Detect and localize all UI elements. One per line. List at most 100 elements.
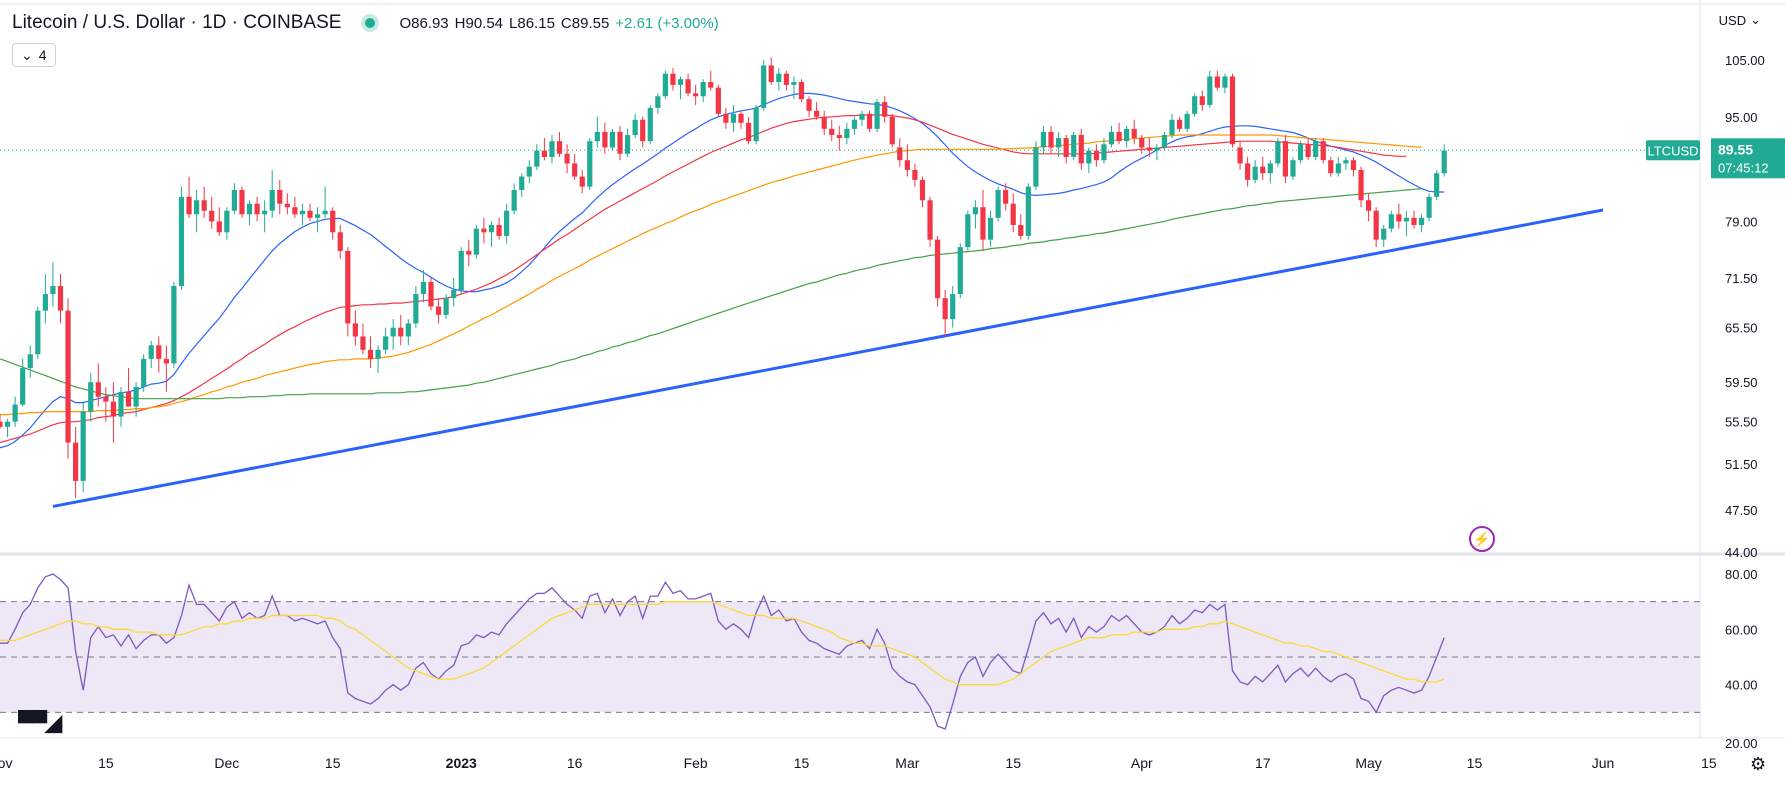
candle-body (118, 391, 124, 417)
candle-body (390, 327, 396, 337)
candle (564, 144, 570, 174)
candle-body (4, 421, 11, 427)
candle (20, 358, 26, 407)
candle-body (1025, 186, 1031, 236)
candle (42, 274, 48, 324)
candle (458, 247, 464, 295)
candle-body (647, 107, 653, 142)
rsi-tick-label: 80.00 (1725, 567, 1758, 582)
candle (193, 189, 200, 233)
candle-body (27, 354, 33, 369)
tradingview-logo-icon[interactable]: ▀▀◢ (18, 710, 62, 735)
moving-average-line (0, 92, 1445, 449)
candle-body (1108, 131, 1115, 145)
candle (186, 176, 192, 218)
candle (1169, 113, 1175, 139)
candle-body (428, 281, 434, 307)
candle (57, 274, 64, 324)
main-pane (0, 57, 1700, 508)
candle (269, 169, 275, 218)
candle-body (0, 421, 3, 427)
indicator-count: 4 (38, 47, 47, 63)
moving-average-line (0, 188, 1422, 400)
candle (693, 84, 699, 105)
candle-body (42, 294, 48, 311)
candle (526, 160, 532, 184)
candle (1297, 141, 1304, 164)
candle-body (519, 176, 525, 190)
price-tick-label: 65.50 (1725, 321, 1758, 336)
candle-body (1403, 217, 1410, 222)
close-value: C89.55 (560, 14, 610, 32)
candle-body (224, 210, 230, 233)
indicators-toggle[interactable]: ⌄ 4 (12, 43, 56, 67)
candle (103, 387, 109, 422)
candle-body (617, 131, 623, 154)
candle-body (541, 150, 548, 157)
candle-body (798, 82, 805, 100)
symbol-tag-label: LTCUSD (1647, 143, 1698, 158)
candle-body (972, 207, 979, 215)
candle-body (1441, 150, 1447, 174)
candle-body (995, 189, 1001, 218)
ohlc-readout: O86.93 H90.54 L86.15 C89.55 +2.61 (+3.00… (399, 15, 718, 32)
candle-body (829, 128, 835, 135)
candle (1229, 73, 1236, 148)
candle (1290, 156, 1296, 180)
candle (572, 153, 578, 180)
candle-body (1086, 150, 1092, 164)
candle (231, 183, 238, 215)
candle-body (556, 141, 563, 154)
candle (549, 134, 555, 164)
candle (488, 221, 495, 248)
candle (798, 79, 805, 103)
candle (428, 277, 434, 311)
candle-body (375, 349, 381, 359)
gear-icon[interactable]: ⚙ (1750, 754, 1766, 774)
candle-body (761, 65, 767, 108)
candle-body (322, 210, 328, 215)
candle (360, 323, 366, 355)
candle (889, 113, 895, 148)
candle (1199, 90, 1205, 111)
candle-body (1237, 147, 1243, 164)
candle-body (602, 131, 608, 148)
candle (451, 277, 457, 307)
candle-body (246, 203, 253, 215)
candle (768, 57, 774, 85)
candle (277, 179, 283, 215)
price-tick-label: 71.50 (1725, 271, 1758, 286)
candle-body (715, 87, 721, 114)
candle-body (624, 134, 631, 154)
candle-body (35, 310, 41, 355)
candle (708, 70, 714, 91)
candle (435, 298, 442, 324)
candle (1260, 156, 1266, 180)
candle-body (1426, 196, 1432, 218)
lightning-icon[interactable]: ⚡ (1469, 526, 1495, 552)
symbol-title[interactable]: Litecoin / U.S. Dollar · 1D · COINBASE (12, 12, 342, 33)
time-tick-label: 15 (325, 755, 341, 771)
candle (1108, 125, 1115, 148)
candle (919, 176, 926, 208)
candle (216, 207, 222, 236)
candle-body (504, 210, 510, 236)
candle (791, 76, 797, 100)
candle (73, 426, 79, 499)
candle (904, 144, 910, 177)
currency-selector[interactable]: USD ⌄ (1719, 12, 1761, 28)
candle-body (564, 153, 570, 164)
candle-body (1033, 147, 1039, 187)
candle-body (337, 232, 343, 251)
candle (1350, 156, 1357, 177)
candle (1328, 156, 1334, 177)
candle-body (897, 147, 903, 161)
price-tick-label: 47.50 (1725, 503, 1758, 518)
candle-body (1418, 217, 1425, 226)
candle (1388, 210, 1394, 233)
candle-body (632, 119, 638, 135)
candle-body (1343, 160, 1349, 164)
candle-body (783, 73, 789, 85)
candle-body (458, 250, 464, 291)
